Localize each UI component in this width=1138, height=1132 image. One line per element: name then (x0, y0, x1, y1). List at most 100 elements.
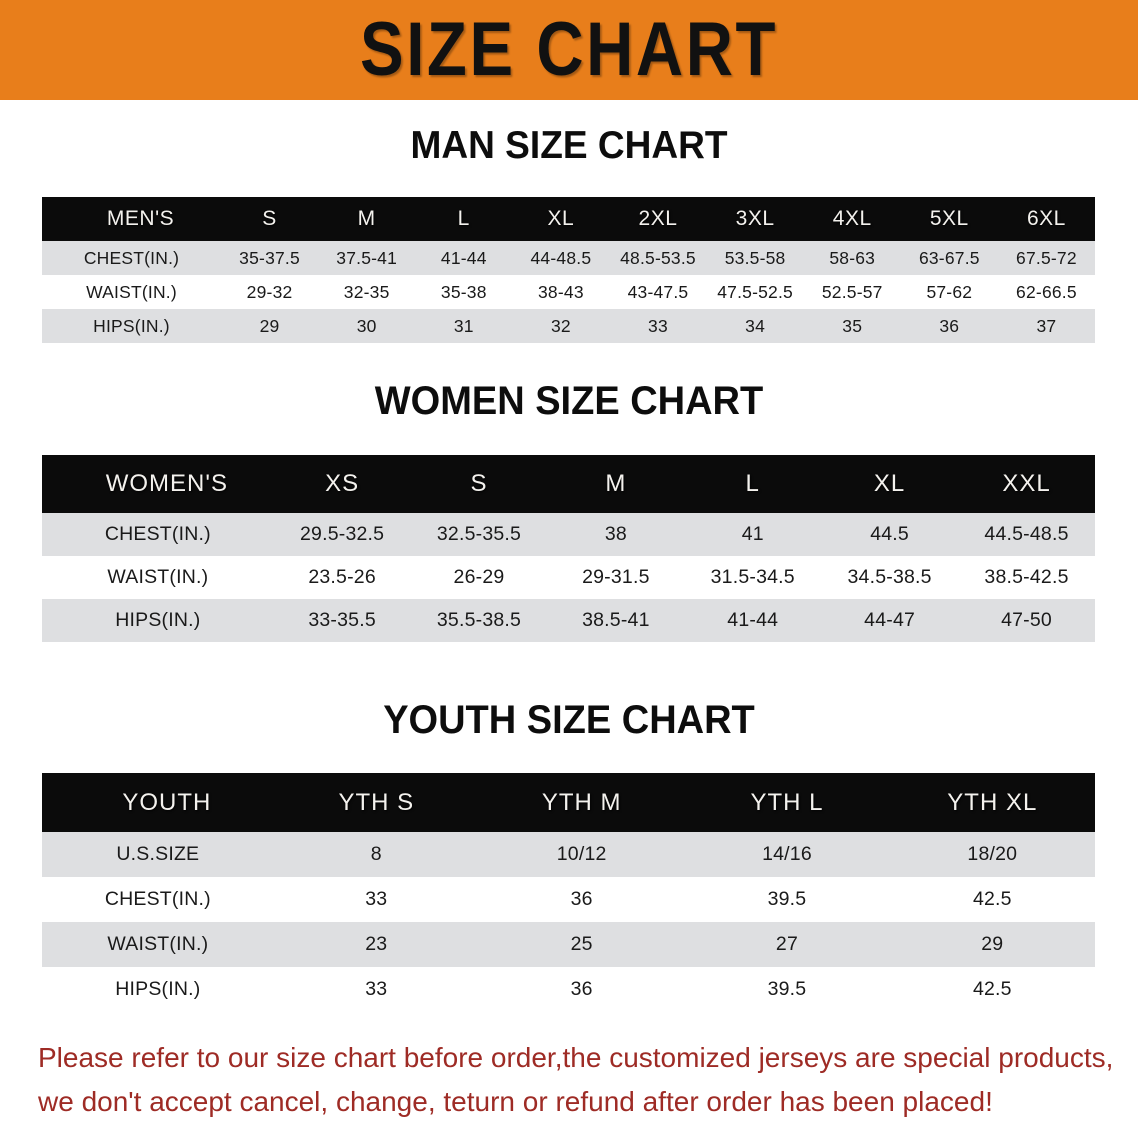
table-row: CHEST(IN.) 33 36 39.5 42.5 (42, 877, 1095, 922)
men-cell-0-5: 53.5-58 (724, 247, 786, 268)
footer-line-2: we don't accept cancel, change, teturn o… (38, 1086, 993, 1117)
men-cell-1-0: 29-32 (246, 281, 293, 302)
youth-cell-3-3: 42.5 (972, 978, 1012, 1000)
women-cell-1-5: 38.5-42.5 (984, 566, 1069, 588)
men-header-label: MEN'S (42, 197, 221, 241)
women-table-header-row: WOMEN'S XS S M L XL XXL (42, 455, 1095, 513)
table-row: HIPS(IN.) 33 36 39.5 42.5 (42, 967, 1095, 1012)
men-size-header-0: S (221, 197, 319, 241)
men-cell-2-4: 33 (648, 315, 668, 336)
women-cell-0-0: 29.5-32.5 (300, 523, 385, 545)
youth-cell-2-2: 27 (775, 933, 799, 955)
page-title: SIZE CHART (360, 7, 778, 92)
youth-cell-2-0: 23 (365, 933, 388, 955)
women-row-label-0: CHEST(IN.) (104, 523, 211, 545)
men-cell-0-3: 44-48.5 (530, 247, 592, 268)
footer-disclaimer: Please refer to our size chart before or… (38, 1036, 1114, 1124)
women-size-header-1: S (410, 455, 548, 513)
women-size-table: WOMEN'S XS S M L XL XXL CHEST(IN.) 29.5-32.5 32… (42, 455, 1095, 642)
women-cell-2-0: 33-35.5 (308, 609, 376, 631)
men-cell-1-8: 62-66.5 (1016, 281, 1077, 302)
men-cell-2-2: 31 (453, 315, 474, 336)
women-cell-0-4: 44.5 (870, 523, 909, 545)
women-cell-0-2: 38 (604, 523, 627, 545)
women-cell-2-2: 38.5-41 (582, 609, 650, 631)
women-cell-2-3: 41-44 (727, 609, 779, 631)
men-size-header-4: 2XL (609, 197, 707, 241)
men-cell-0-8: 67.5-72 (1016, 247, 1077, 268)
men-cell-0-0: 35-37.5 (239, 247, 300, 268)
men-cell-1-4: 43-47.5 (627, 281, 689, 302)
men-row-label-1: WAIST(IN.) (86, 281, 177, 302)
youth-section-title: YOUTH SIZE CHART (383, 698, 755, 742)
women-cell-1-2: 29-31.5 (582, 566, 650, 588)
table-row: HIPS(IN.) 33-35.5 35.5-38.5 38.5-41 41-44 44-… (42, 599, 1095, 642)
men-cell-1-6: 52.5-57 (821, 281, 883, 302)
youth-row-label-2: WAIST(IN.) (107, 933, 209, 955)
page-banner: SIZE CHART (0, 0, 1138, 100)
men-cell-2-5: 34 (745, 315, 766, 336)
table-row: CHEST(IN.) 29.5-32.5 32.5-35.5 38 41 44.5 44.5… (42, 513, 1095, 556)
youth-cell-0-0: 8 (370, 843, 382, 865)
men-cell-0-6: 58-63 (829, 247, 876, 268)
men-cell-2-7: 36 (939, 315, 960, 336)
women-cell-0-1: 32.5-35.5 (436, 523, 522, 545)
women-size-header-5: XXL (958, 455, 1095, 513)
women-cell-2-5: 47-50 (1001, 609, 1052, 631)
women-cell-1-0: 23.5-26 (308, 566, 376, 588)
women-cell-1-1: 26-29 (453, 566, 505, 588)
youth-table-body: U.S.SIZE 8 10/12 14/16 18/20 CHEST(IN.) 33 36 39… (42, 832, 1095, 1012)
men-cell-2-8: 37 (1036, 315, 1057, 336)
youth-cell-0-2: 14/16 (762, 843, 812, 865)
youth-size-header-2: YTH L (684, 773, 890, 832)
men-row-label-0: CHEST(IN.) (83, 247, 180, 268)
men-size-header-5: 3XL (706, 197, 804, 241)
youth-cell-3-1: 36 (570, 978, 593, 1000)
men-size-header-2: L (415, 197, 513, 241)
women-size-header-4: XL (821, 455, 959, 513)
youth-cell-1-1: 36 (570, 888, 593, 910)
men-section-title: MAN SIZE CHART (410, 124, 728, 167)
men-size-header-8: 6XL (997, 197, 1095, 241)
table-row: WAIST(IN.) 29-32 32-35 35-38 38-43 43-47.5 47.… (42, 275, 1095, 309)
youth-row-label-0: U.S.SIZE (116, 843, 200, 865)
table-row: HIPS(IN.) 29 30 31 32 33 34 35 36 37 (42, 309, 1095, 343)
men-size-table: MEN'S S M L XL 2XL 3XL 4XL 5XL 6XL CHEST(IN.) 35-… (42, 197, 1095, 343)
men-cell-2-1: 30 (356, 315, 377, 336)
women-cell-0-3: 41 (741, 523, 764, 545)
men-cell-1-2: 35-38 (440, 281, 487, 302)
footer-line-1: Please refer to our size chart before or… (38, 1042, 1114, 1073)
women-table-body: CHEST(IN.) 29.5-32.5 32.5-35.5 38 41 44.5 44.5… (42, 513, 1095, 642)
women-cell-2-1: 35.5-38.5 (436, 609, 522, 631)
youth-row-label-1: CHEST(IN.) (104, 888, 211, 910)
youth-cell-1-2: 39.5 (767, 888, 807, 910)
youth-table-header-row: YOUTH YTH S YTH M YTH L YTH XL (42, 773, 1095, 832)
youth-size-table: YOUTH YTH S YTH M YTH L YTH XL U.S.SIZE 8 10/… (42, 773, 1095, 1012)
table-row: WAIST(IN.) 23 25 27 29 (42, 922, 1095, 967)
youth-cell-0-3: 18/20 (967, 843, 1018, 865)
men-cell-0-4: 48.5-53.5 (620, 247, 696, 268)
men-cell-1-3: 38-43 (538, 281, 584, 302)
women-size-header-3: L (684, 455, 822, 513)
men-size-header-1: M (318, 197, 416, 241)
men-row-label-2: HIPS(IN.) (93, 315, 170, 336)
women-row-label-2: HIPS(IN.) (115, 609, 201, 631)
men-cell-1-5: 47.5-52.5 (717, 281, 793, 302)
youth-cell-1-0: 33 (365, 888, 388, 910)
youth-row-label-3: HIPS(IN.) (115, 978, 201, 1000)
men-cell-0-1: 37.5-41 (336, 247, 398, 268)
youth-cell-2-1: 25 (570, 933, 593, 955)
men-cell-0-2: 41-44 (440, 247, 487, 268)
women-cell-0-5: 44.5-48.5 (984, 523, 1069, 545)
men-table-header-row: MEN'S S M L XL 2XL 3XL 4XL 5XL 6XL (42, 197, 1095, 241)
table-row: WAIST(IN.) 23.5-26 26-29 29-31.5 31.5-34.5 34… (42, 556, 1095, 599)
men-table-body: CHEST(IN.) 35-37.5 37.5-41 41-44 44-48.5 48.5… (42, 241, 1095, 343)
men-cell-2-3: 32 (550, 315, 571, 336)
men-cell-1-1: 32-35 (343, 281, 390, 302)
table-row: U.S.SIZE 8 10/12 14/16 18/20 (42, 832, 1095, 877)
youth-cell-3-2: 39.5 (767, 978, 807, 1000)
women-size-header-0: XS (273, 455, 411, 513)
men-cell-2-0: 29 (259, 315, 280, 336)
youth-size-header-1: YTH M (478, 773, 685, 832)
men-cell-2-6: 35 (842, 315, 863, 336)
